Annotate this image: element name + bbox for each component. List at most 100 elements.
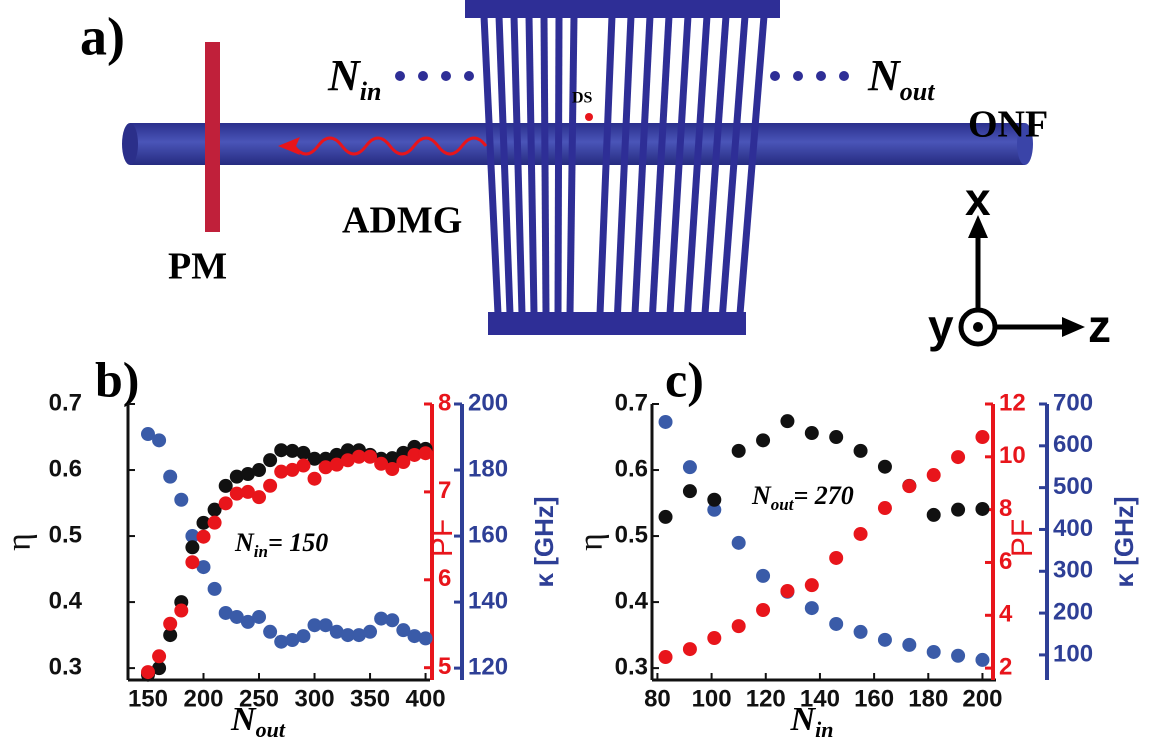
- y3-tick-label: 100: [1053, 640, 1093, 667]
- grating-line: [614, 15, 635, 315]
- annotation-sub: in: [254, 542, 268, 561]
- y3-tick-label: 500: [1053, 473, 1093, 500]
- data-point: [975, 652, 990, 667]
- n-base: N: [327, 51, 362, 100]
- grating-line: [596, 15, 616, 315]
- y3-tick-label: 700: [1053, 389, 1093, 416]
- data-point: [163, 616, 178, 631]
- x-label-sub: out: [256, 717, 286, 742]
- y-tick-label: 0.7: [49, 389, 82, 416]
- data-point: [351, 628, 366, 643]
- grating-line: [649, 15, 673, 315]
- data-point: [196, 560, 211, 575]
- data-point: [240, 614, 255, 629]
- grating-line: [701, 15, 730, 315]
- data-point: [829, 430, 844, 445]
- n-sub: out: [900, 77, 935, 106]
- arrow-head: [278, 137, 300, 155]
- data-point: [163, 469, 178, 484]
- data-point: [285, 462, 300, 477]
- data-point: [902, 637, 917, 652]
- axis-y-label: y: [928, 300, 954, 352]
- power-meter: [205, 42, 220, 232]
- x-tick-label: 200: [183, 685, 223, 712]
- x-tick-label: 180: [908, 685, 948, 712]
- grating-line: [525, 15, 538, 315]
- data-point: [340, 628, 355, 643]
- data-point: [329, 447, 344, 462]
- y2-tick-label: 10: [999, 442, 1026, 469]
- data-point: [804, 601, 819, 616]
- data-point: [274, 634, 289, 649]
- x-axis-label: Nin: [790, 701, 834, 742]
- data-point: [252, 609, 267, 624]
- axis-z-label: z: [1088, 300, 1111, 352]
- data-point: [756, 568, 771, 583]
- grating-line: [666, 15, 692, 315]
- x-tick-label: 150: [128, 685, 168, 712]
- data-point: [140, 665, 155, 680]
- y3-axis-label: κ [GHz]: [1109, 496, 1139, 587]
- diagram: a) DS Nin Nout ONF ADMG PM x: [80, 0, 1111, 352]
- data-point: [207, 581, 222, 596]
- y3-tick-label: 300: [1053, 557, 1093, 584]
- dot: [464, 71, 474, 81]
- dot: [793, 71, 803, 81]
- n-out-label: Nout: [867, 51, 935, 106]
- data-point: [318, 618, 333, 633]
- data-point: [385, 613, 400, 628]
- grating-bar: [465, 0, 780, 18]
- x-tick-label: 200: [962, 685, 1002, 712]
- data-point: [229, 469, 244, 484]
- y2-tick-label: 8: [999, 495, 1012, 522]
- grating-line: [736, 15, 768, 315]
- grating-bar: [488, 312, 746, 335]
- data-point: [307, 471, 322, 486]
- grating: [465, 0, 780, 335]
- data-point: [285, 633, 300, 648]
- y2-tick-label: 7: [438, 477, 451, 504]
- grating-line: [540, 15, 550, 315]
- data-point: [385, 451, 400, 466]
- grating-line: [684, 15, 711, 315]
- x-label-base: N: [230, 701, 257, 738]
- data-point: [418, 446, 433, 461]
- data-point: [780, 414, 795, 429]
- data-point: [756, 433, 771, 448]
- x-tick-label: 100: [692, 685, 732, 712]
- dot: [839, 71, 849, 81]
- data-point: [252, 490, 267, 505]
- y-tick-label: 0.3: [615, 653, 648, 680]
- data-point: [240, 466, 255, 481]
- data-point: [229, 486, 244, 501]
- data-point: [307, 451, 322, 466]
- data-point: [951, 450, 966, 465]
- axis-x-label: x: [965, 173, 991, 225]
- data-point: [307, 618, 322, 633]
- y3-axis-label: κ [GHz]: [529, 496, 559, 587]
- grating-line: [566, 15, 578, 315]
- dot: [816, 71, 826, 81]
- annotation-sub: out: [771, 495, 795, 514]
- x-tick-label: 300: [295, 685, 335, 712]
- data-point: [731, 619, 746, 634]
- data-point: [207, 515, 222, 530]
- data-point: [396, 455, 411, 470]
- grating-line: [510, 15, 526, 315]
- data-point: [340, 443, 355, 458]
- y3-tick-label: 160: [468, 521, 508, 548]
- data-point: [363, 449, 378, 464]
- data-point: [263, 478, 278, 493]
- data-point: [240, 484, 255, 499]
- y-tick-label: 0.5: [49, 521, 82, 548]
- data-point: [296, 458, 311, 473]
- data-point: [396, 623, 411, 638]
- data-point: [707, 492, 722, 507]
- x-tick-label: 140: [800, 685, 840, 712]
- y2-axis-label: PF: [1006, 519, 1039, 557]
- grating-line: [495, 15, 514, 315]
- y3-tick-label: 200: [468, 389, 508, 416]
- data-point: [152, 661, 167, 676]
- arrow-head: [968, 215, 988, 238]
